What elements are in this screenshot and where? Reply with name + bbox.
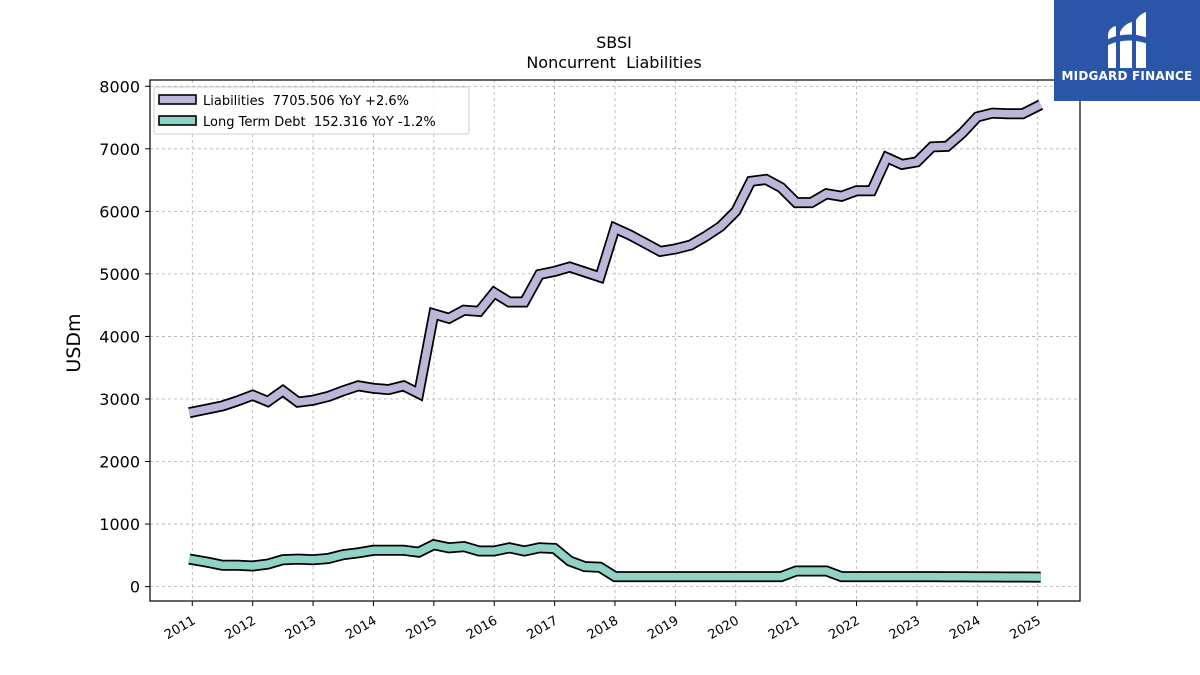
legend-swatch-liabilities [158,94,197,105]
x-tick-label: 2015 [404,613,440,643]
legend-label-long-term-debt: Long Term Debt 152.316 YoY -1.2% [203,115,436,130]
series-layer [188,99,1044,583]
y-tick-label: 8000 [99,77,140,96]
legend-swatch-long-term-debt [158,115,197,126]
x-tick-label: 2018 [585,613,621,643]
legend-label-liabilities: Liabilities 7705.506 YoY +2.6% [203,94,409,109]
midgard-logo-icon [1106,12,1148,68]
y-tick-label: 7000 [99,140,140,159]
y-tick-label: 6000 [99,202,140,221]
x-tick-label: 2013 [283,613,319,643]
series-line-liabilities [188,101,1043,417]
x-tick-label: 2023 [887,613,923,643]
series-line-long-term-debt [188,540,1041,581]
x-tick-label: 2022 [826,613,862,643]
y-tick-label: 4000 [99,327,140,346]
x-axis: 2011 2012 2013 2014 2015 2016 2017 2018 2019 2020… [162,601,1044,643]
x-tick-label: 2011 [162,613,198,643]
x-tick-label: 2024 [947,613,983,643]
x-tick-label: 2017 [524,613,560,643]
y-tick-label: 0 [130,578,140,597]
y-tick-label: 2000 [99,453,140,472]
y-tick-label: 3000 [99,390,140,409]
grid-lines [150,80,1080,601]
chart-title: SBSI [596,33,632,52]
x-tick-label: 2012 [223,613,259,643]
y-axis-label: USDm [63,313,85,372]
x-tick-label: 2021 [766,613,802,643]
brand-logo: MIDGARD FINANCE [1054,0,1200,101]
y-axis: 0 1000 2000 3000 4000 5000 6000 7000 8000 [99,77,150,597]
series-outline-liabilities [188,99,1044,419]
x-tick-label: 2016 [464,613,500,643]
brand-name: MIDGARD FINANCE [1061,69,1193,83]
legend: Liabilities 7705.506 YoY +2.6% Long Term… [153,86,470,135]
x-tick-label: 2019 [645,613,681,643]
chart-subtitle: Noncurrent Liabilities [526,53,701,72]
y-tick-label: 5000 [99,265,140,284]
x-tick-label: 2020 [706,613,742,643]
y-tick-label: 1000 [99,515,140,534]
x-tick-label: 2025 [1008,613,1044,643]
legend-box [153,86,470,135]
x-tick-label: 2014 [343,613,379,643]
